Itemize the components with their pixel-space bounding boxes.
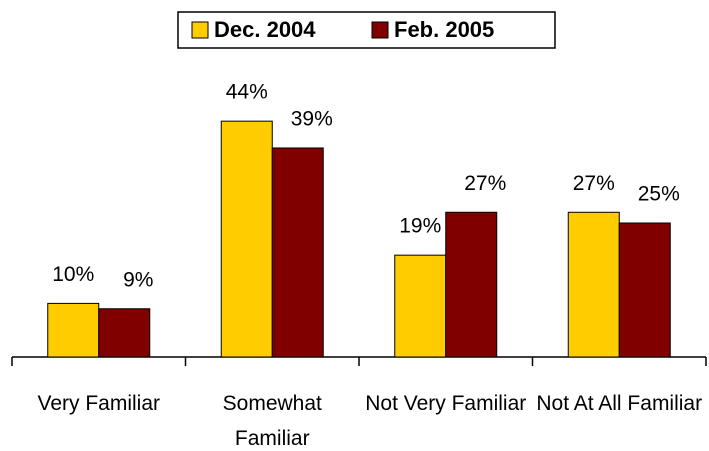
value-label: 19% — [399, 215, 441, 238]
x-tick-label: Very Familiar — [37, 392, 161, 415]
value-label: 44% — [226, 81, 268, 104]
bar — [618, 222, 671, 358]
bar — [394, 254, 447, 358]
legend-label: Feb. 2005 — [394, 17, 494, 42]
value-label: 27% — [464, 172, 506, 195]
x-tick-label: Not Very Familiar — [365, 392, 527, 415]
value-label: 27% — [573, 172, 615, 195]
value-label: 10% — [52, 263, 94, 286]
bar — [98, 308, 151, 358]
legend-swatch — [191, 21, 209, 39]
legend-label: Dec. 2004 — [214, 17, 316, 42]
bar — [445, 211, 498, 358]
value-label: 25% — [638, 183, 680, 206]
bar — [220, 120, 273, 358]
bar — [47, 302, 100, 358]
bar — [271, 147, 324, 358]
x-tick-label: Somewhat Familiar — [222, 392, 322, 450]
value-label: 39% — [291, 108, 333, 131]
legend-swatch — [371, 21, 389, 39]
value-label: 9% — [123, 268, 153, 291]
x-tick-label: Not At All Familiar — [536, 392, 703, 415]
legend-box — [177, 11, 556, 49]
bar — [567, 211, 620, 358]
